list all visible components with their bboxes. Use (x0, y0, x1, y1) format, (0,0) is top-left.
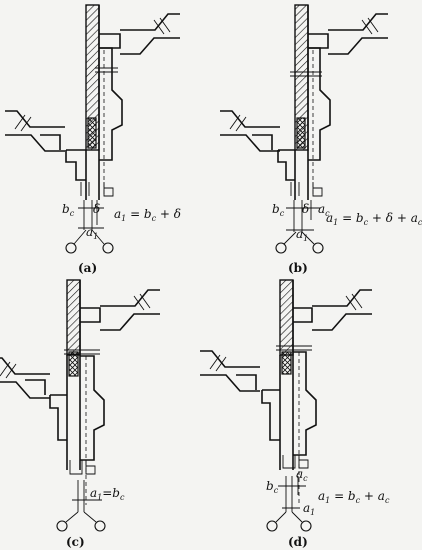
caption-c: (c) (66, 535, 85, 549)
panel-d: bc ac a1 a1 = bc + ac (d) (199, 279, 390, 549)
rail-pad-a (87, 117, 97, 149)
rail-pad-c (68, 351, 79, 377)
panel-b: bc δ ac a1 a1 = bc + δ + ac (b) (219, 4, 422, 275)
svg-text:ac: ac (296, 467, 308, 483)
panel-c: a1=bc (c) (0, 279, 161, 549)
caption-d: (d) (288, 535, 308, 549)
svg-text:bc: bc (266, 479, 279, 495)
formula-a: a1 = bc + δ (114, 207, 181, 223)
caption-a: (a) (78, 261, 97, 275)
svg-text:a1: a1 (303, 501, 315, 517)
svg-text:a1: a1 (296, 227, 308, 243)
svg-text:δ: δ (93, 202, 100, 216)
wall-d (279, 279, 294, 356)
wall-c (66, 279, 81, 356)
formula-c: a1=bc (90, 486, 125, 502)
formula-d: a1 = bc + ac (318, 489, 390, 505)
rail-pad-b (296, 117, 306, 149)
rail-pad-d (281, 351, 292, 375)
svg-text:a1: a1 (86, 225, 98, 241)
formula-b: a1 = bc + δ + ac (326, 211, 422, 227)
svg-text:bc: bc (62, 202, 75, 218)
svg-text:δ: δ (302, 202, 309, 216)
caption-b: (b) (288, 261, 308, 275)
svg-text:bc: bc (272, 202, 285, 218)
panel-a: bc δ a1 a1 = bc + δ (a) (4, 4, 181, 275)
